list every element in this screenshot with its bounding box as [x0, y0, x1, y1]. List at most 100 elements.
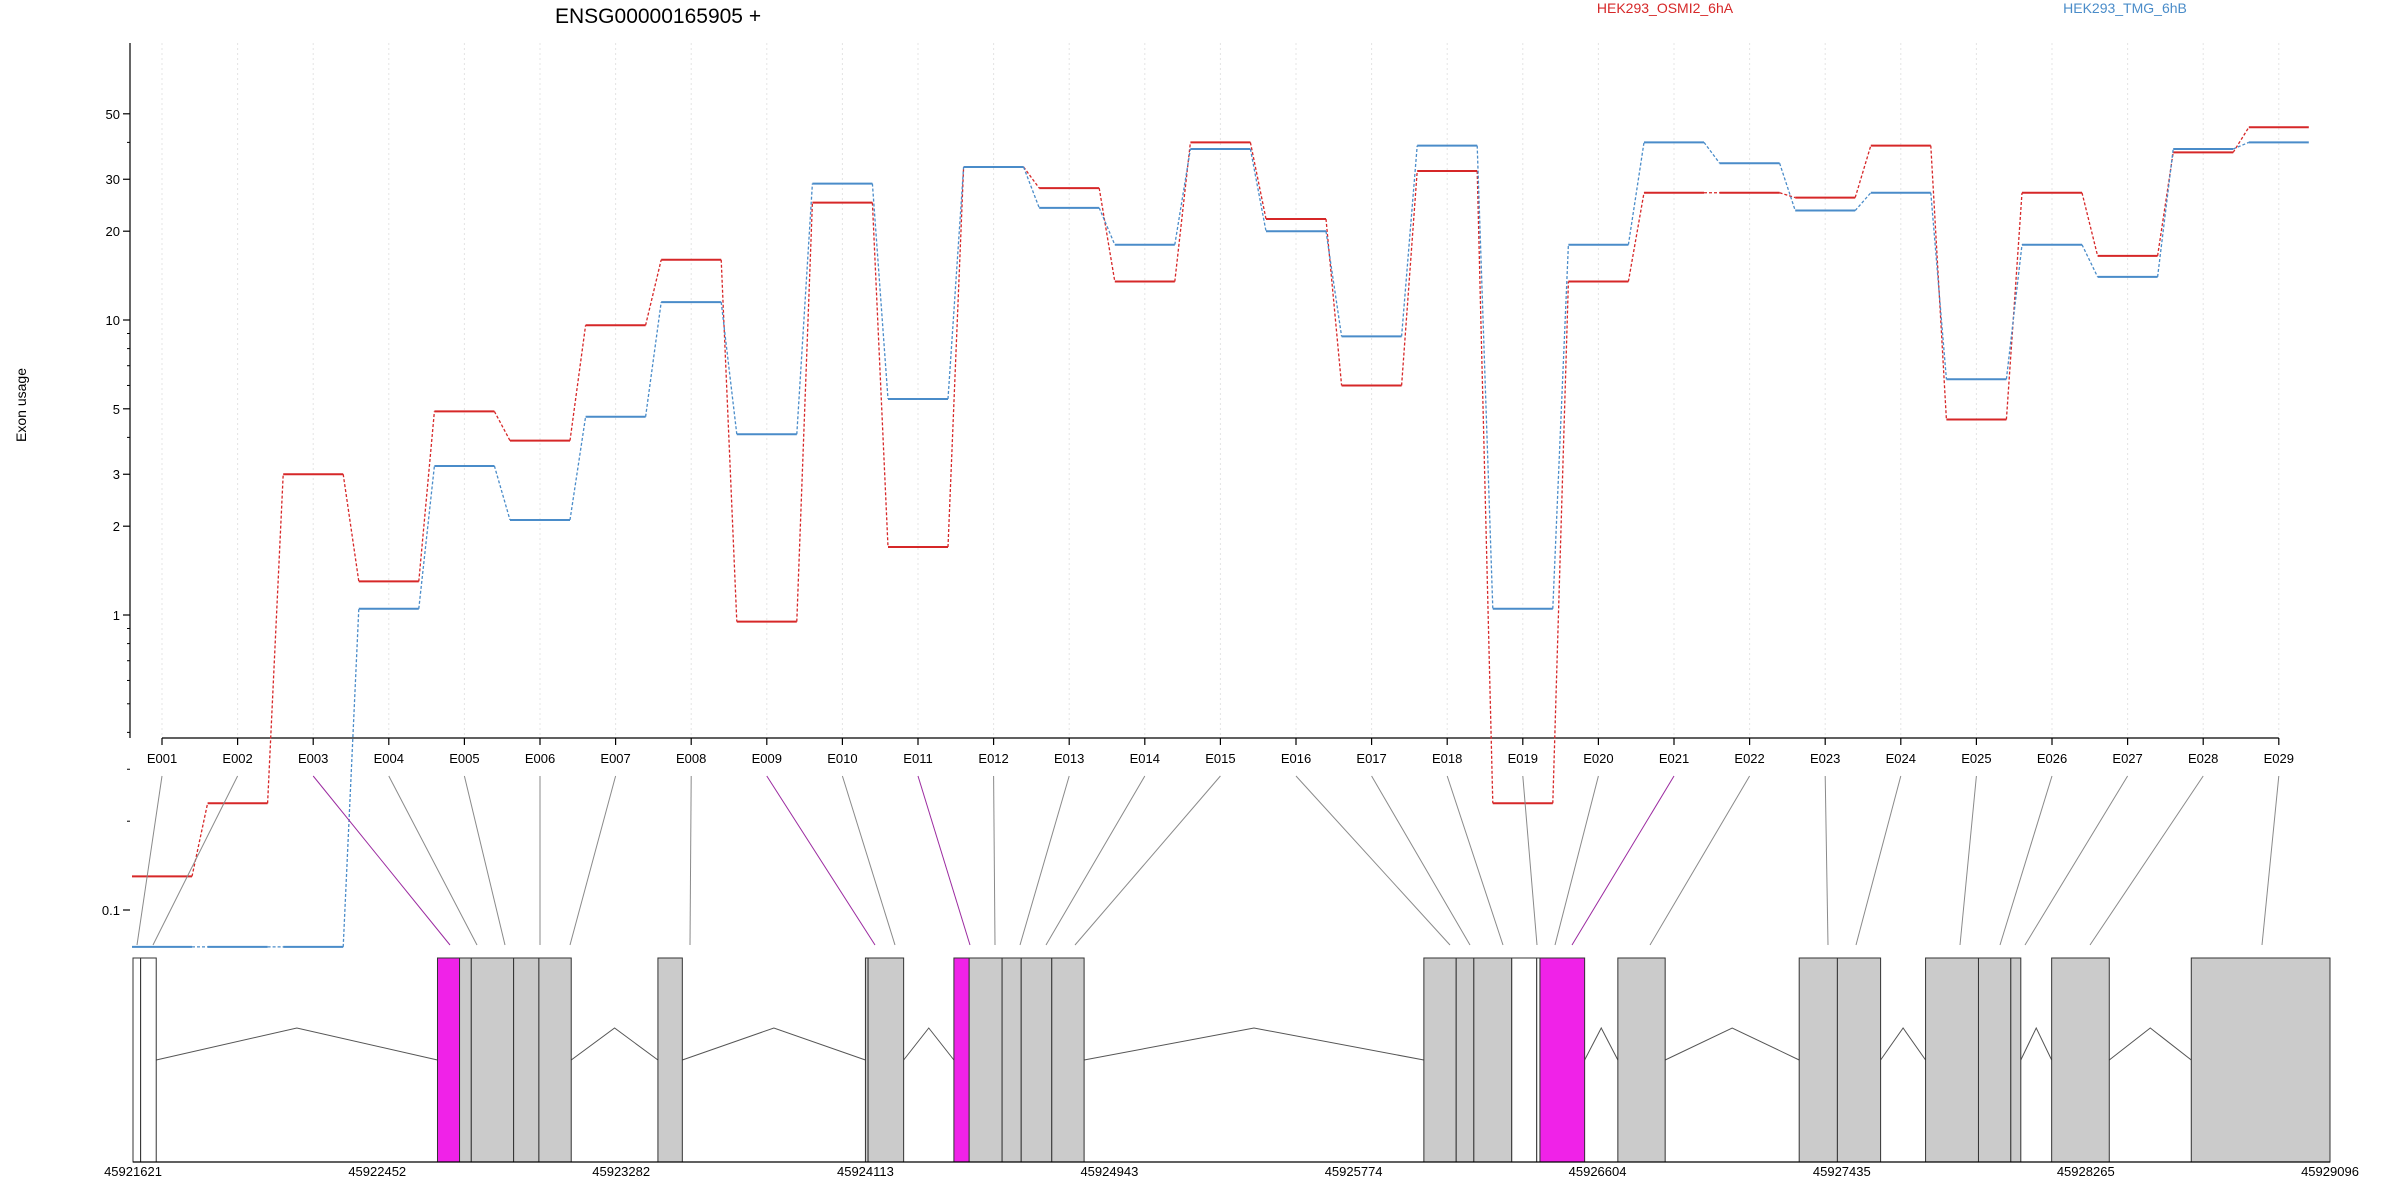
x-tick-label: E012: [978, 751, 1008, 766]
x-tick-label: E003: [298, 751, 328, 766]
series-step: [2081, 244, 2099, 278]
series-step: [1022, 166, 1040, 209]
series-step: [1476, 145, 1494, 609]
legend-entry-2: HEK293_TMG_6hB: [2063, 0, 2187, 16]
intron: [570, 1027, 659, 1061]
exon-box: [1617, 957, 1666, 1163]
exon-box: [1001, 957, 1022, 1163]
intron: [1584, 1026, 1619, 1061]
exon-box: [513, 957, 540, 1163]
intron: [2020, 1026, 2053, 1061]
series-step: [493, 411, 511, 441]
exon-box: [538, 957, 572, 1163]
series-step: [871, 202, 889, 548]
x-tick-label: E025: [1961, 751, 1991, 766]
coord-label: 45929096: [2301, 1164, 2359, 1179]
series-step: [342, 608, 360, 947]
series-step: [1400, 170, 1418, 386]
x-tick-label: E008: [676, 751, 706, 766]
intron: [156, 1027, 438, 1061]
coord-label: 45923282: [592, 1164, 650, 1179]
x-tick-label: E002: [222, 751, 252, 766]
series-step: [1778, 163, 1796, 211]
series-step: [2005, 244, 2023, 380]
series-step: [2156, 148, 2174, 277]
coord-label: 45925774: [1325, 1164, 1383, 1179]
x-tick-label: E029: [2264, 751, 2294, 766]
series-step: [1249, 148, 1267, 232]
exon-connector: [1855, 775, 1902, 946]
exon-box: [132, 957, 142, 1163]
coord-label: 45921621: [104, 1164, 162, 1179]
y-axis-label: Exon usage: [13, 368, 29, 442]
exon-connector: [993, 775, 996, 946]
exon-box: [470, 957, 515, 1163]
exon-box: [1455, 957, 1475, 1163]
x-tick-label: E016: [1281, 751, 1311, 766]
exon-connector: [1649, 775, 1751, 946]
genomic-coordinate-axis: 45921621 45922452 45923282 45924113 45924943…: [104, 1161, 2359, 1179]
x-tick-label: E017: [1356, 751, 1386, 766]
exon-connector: [1522, 775, 1538, 946]
x-tick-label: E009: [752, 751, 782, 766]
exon-box: [2190, 957, 2331, 1163]
exon-connector: [841, 775, 896, 946]
exon-connector: [136, 775, 163, 946]
exon-box: [1925, 957, 1979, 1163]
series-2: [132, 141, 2309, 948]
exon-box: [2051, 957, 2110, 1163]
exon-connector: [1824, 775, 1829, 946]
x-tick-label: E015: [1205, 751, 1235, 766]
exon-box: [1836, 957, 1882, 1163]
exon-connector: [1959, 775, 1977, 946]
x-tick-label: E018: [1432, 751, 1462, 766]
series-step: [569, 325, 587, 441]
exon-connector: [2089, 775, 2204, 946]
exon-connector: [312, 775, 451, 946]
exon-box: [1020, 957, 1053, 1163]
exon-box: [1473, 957, 1513, 1163]
exon-box: [867, 957, 905, 1163]
series-step: [1476, 170, 1494, 804]
exon-connector: [1446, 775, 1504, 946]
exon-box: [1051, 957, 1085, 1163]
exon-connector: [1554, 775, 1599, 946]
exon-connector: [1019, 775, 1070, 946]
gridlines: [161, 43, 2280, 738]
x-tick-label: E023: [1810, 751, 1840, 766]
series-step: [720, 259, 738, 622]
x-axis: E001 E002 E003 E004 E005 E006 E007 E008 E009 E010…: [147, 737, 2294, 766]
intron: [903, 1027, 955, 1061]
series-step: [2081, 192, 2099, 256]
exon-connector: [1571, 775, 1675, 946]
exon-box: [657, 957, 683, 1163]
series-step: [342, 474, 360, 582]
exon-connectors: [136, 775, 2280, 946]
series-step: [644, 259, 662, 326]
x-tick-label: E024: [1886, 751, 1916, 766]
series-step: [644, 302, 662, 417]
series-step: [1325, 231, 1343, 337]
legend: HEK293_OSMI2_6hA HEK293_TMG_6hB: [1597, 0, 2187, 16]
y-tick-label: 5: [113, 402, 120, 417]
series-step: [1854, 145, 1872, 198]
exon-connector: [2261, 775, 2280, 946]
series-step: [796, 183, 814, 435]
series-step: [947, 166, 965, 399]
exon-connector: [1371, 775, 1471, 946]
series-step: [418, 465, 436, 609]
coord-label: 45926604: [1569, 1164, 1627, 1179]
intron: [1880, 1027, 1926, 1061]
x-tick-label: E014: [1130, 751, 1160, 766]
exon-connector: [152, 775, 239, 946]
exon-box: [1423, 957, 1457, 1163]
coord-label: 45924943: [1080, 1164, 1138, 1179]
series-step: [1098, 187, 1116, 282]
intron: [682, 1027, 866, 1061]
series-step: [1779, 192, 1796, 199]
intron: [1664, 1027, 1800, 1061]
coord-label: 45922452: [348, 1164, 406, 1179]
coord-label: 45924113: [837, 1164, 894, 1179]
x-tick-label: E028: [2188, 751, 2218, 766]
y-axis: 0.1 1 2 3 5 10 20 30 50: [102, 43, 131, 918]
